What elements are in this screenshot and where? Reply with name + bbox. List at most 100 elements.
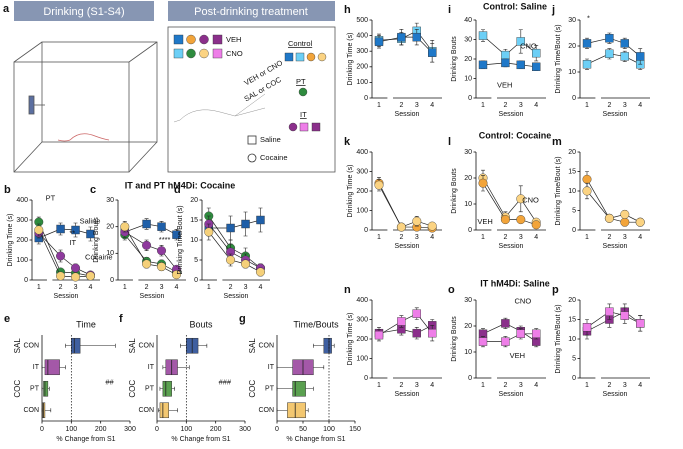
marker [374, 330, 384, 340]
marker [620, 39, 629, 48]
x-tick-label: 1 [123, 284, 127, 291]
section-title: Control: Saline [483, 1, 547, 11]
y-tick-label: 300 [16, 217, 28, 224]
legend-icons [173, 34, 327, 163]
series-line [38, 228, 91, 239]
y-tick-label: PT [265, 386, 275, 393]
marker [500, 215, 510, 225]
y-tick-label: 20 [464, 56, 472, 63]
x-tick-label: 2 [399, 102, 403, 109]
y-tick-label: 20 [464, 323, 472, 330]
group-label: SAL [248, 338, 257, 354]
marker [428, 48, 437, 57]
panel-letter: g [239, 313, 246, 325]
y-tick-label: 100 [356, 207, 368, 214]
marker [255, 267, 265, 277]
y-tick-label: 20 [106, 224, 114, 231]
marker [374, 37, 384, 47]
y-tick-label: 10 [568, 69, 576, 76]
y-tick-label: 100 [356, 79, 368, 86]
marker [71, 263, 81, 273]
marker [120, 222, 130, 232]
x-tick-label: 0 [155, 426, 159, 433]
y-tick-label: 30 [464, 36, 472, 43]
marker [478, 60, 488, 70]
x-tick-label: 3 [519, 102, 523, 109]
x-axis-label: Session [140, 293, 165, 300]
x-tick-label: 3 [519, 234, 523, 241]
group-label: COC [128, 380, 137, 398]
marker [374, 180, 384, 190]
x-tick-label: 100 [180, 426, 192, 433]
x-tick-label: 3 [623, 102, 627, 109]
annotation: ## [105, 377, 114, 386]
panel-letter: n [344, 284, 351, 296]
series-line [38, 232, 91, 276]
y-tick-label: 200 [16, 237, 28, 244]
series-line [378, 30, 433, 52]
box [71, 337, 81, 354]
marker [157, 222, 166, 231]
series-line [124, 226, 177, 275]
y-tick-label: 0 [468, 95, 472, 102]
header-text: Post-drinking treatment [194, 6, 308, 18]
marker [516, 329, 525, 338]
y-tick-label: PT [30, 386, 40, 393]
y-tick-label: 10 [464, 75, 472, 82]
x-tick-label: 3 [519, 382, 523, 389]
y-tick-label: 200 [356, 64, 368, 71]
series-line [586, 37, 641, 57]
y-tick-label: 15 [568, 168, 576, 175]
treatment-box [167, 26, 336, 173]
panel-letter: h [344, 4, 351, 16]
y-tick-label: 15 [190, 217, 198, 224]
x-tick-label: 1 [37, 284, 41, 291]
y-tick-label: 0 [468, 375, 472, 382]
x-tick-label: 2 [399, 382, 403, 389]
marker [71, 225, 80, 235]
series-line [482, 62, 537, 68]
x-tick-label: 4 [430, 102, 434, 109]
y-tick-label: 0 [110, 277, 114, 284]
series-line [208, 215, 261, 269]
annotation: **** [159, 235, 171, 244]
box [162, 380, 172, 397]
x-tick-label: 100 [323, 426, 335, 433]
x-tick-label: 4 [638, 102, 642, 109]
y-tick-label: 10 [464, 201, 472, 208]
series-line [586, 190, 641, 223]
x-tick-label: 2 [145, 284, 149, 291]
panel-letter: f [119, 313, 123, 325]
marker [428, 328, 437, 338]
panel-letter: k [344, 136, 351, 148]
y-tick-label: 30 [464, 297, 472, 304]
marker [412, 309, 421, 318]
x-tick-label: 3 [415, 382, 419, 389]
series-line [124, 234, 177, 273]
series-label: IT [69, 238, 76, 247]
y-tick-label: 5 [572, 207, 576, 214]
marker [582, 323, 592, 332]
series-line [378, 36, 433, 54]
marker [531, 220, 541, 230]
y-tick-label: 30 [106, 197, 114, 204]
marker [412, 328, 421, 338]
marker [56, 251, 66, 261]
marker [605, 49, 614, 58]
y-tick-label: 200 [356, 188, 368, 195]
y-axis-label: Drinking Bouts [451, 316, 458, 362]
series-line [482, 35, 537, 56]
marker [142, 240, 152, 250]
x-tick-label: 150 [349, 426, 361, 433]
series-line [586, 311, 641, 328]
marker [635, 217, 645, 227]
y-tick-label: 0 [364, 375, 368, 382]
y-tick-label: 5 [194, 257, 198, 264]
x-tick-label: 3 [244, 284, 248, 291]
marker [396, 222, 406, 232]
marker [620, 217, 630, 227]
marker [501, 337, 510, 346]
y-axis-label: Drinking Bouts [451, 168, 458, 214]
marker [605, 34, 614, 43]
